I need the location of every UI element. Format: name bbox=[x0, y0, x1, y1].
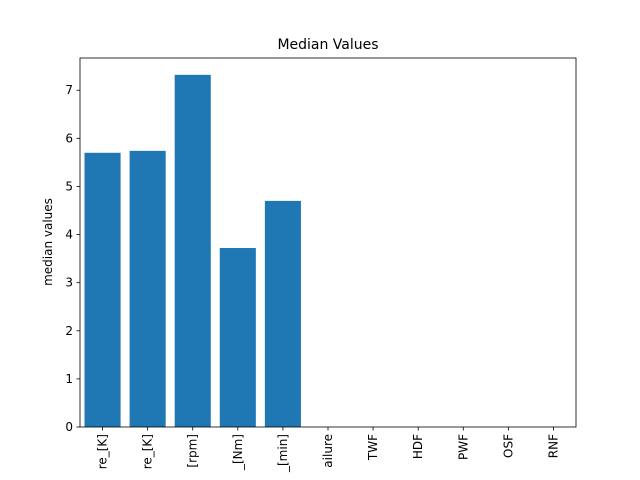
x-tick-label-2: [rpm] bbox=[186, 434, 200, 468]
bar-4 bbox=[264, 200, 301, 427]
x-tick-label-4: _[min] bbox=[276, 434, 290, 473]
y-tick-label-3: 3 bbox=[65, 276, 73, 290]
y-tick-label-7: 7 bbox=[65, 83, 73, 97]
y-axis-label: median values bbox=[41, 198, 55, 286]
x-tick-label-8: PWF bbox=[456, 434, 470, 460]
x-tick-label-5: ailure bbox=[321, 434, 335, 468]
bar-1 bbox=[129, 150, 166, 427]
y-tick-label-4: 4 bbox=[65, 228, 73, 242]
x-tick-label-9: OSF bbox=[501, 434, 515, 458]
y-tick-label-6: 6 bbox=[65, 131, 73, 145]
bars-group bbox=[84, 74, 301, 427]
bar-3 bbox=[219, 248, 256, 427]
bar-2 bbox=[174, 74, 211, 427]
bar-0 bbox=[84, 152, 121, 427]
x-tick-label-3: _[Nm] bbox=[231, 434, 245, 471]
y-tick-label-5: 5 bbox=[65, 179, 73, 193]
y-axis: 0 1 2 3 4 5 6 7 bbox=[65, 83, 80, 434]
y-tick-label-0: 0 bbox=[65, 420, 73, 434]
x-tick-label-1: re_[K] bbox=[141, 434, 155, 469]
x-tick-label-7: HDF bbox=[411, 434, 425, 459]
y-tick-label-1: 1 bbox=[65, 372, 73, 386]
chart-title: Median Values bbox=[277, 37, 378, 53]
x-tick-label-6: TWF bbox=[366, 434, 380, 461]
x-axis: re_[K] re_[K] [rpm] _[Nm] _[min] ailure TWF HDF… bbox=[96, 427, 560, 473]
x-tick-label-0: re_[K] bbox=[96, 434, 110, 469]
y-tick-label-2: 2 bbox=[65, 324, 73, 338]
x-tick-label-10: RNF bbox=[546, 434, 560, 458]
